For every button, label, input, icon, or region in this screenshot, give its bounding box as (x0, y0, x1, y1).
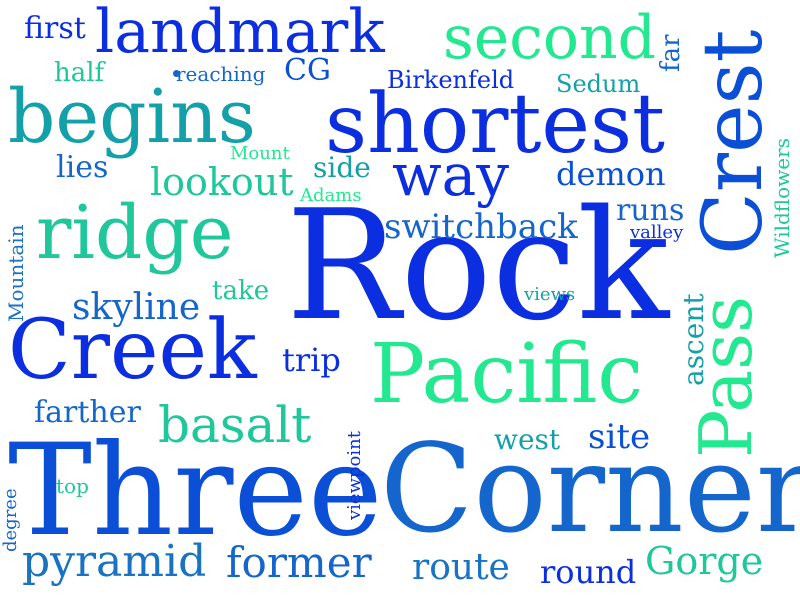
word-switchback: switchback (384, 207, 578, 247)
word-corner: Corner (380, 418, 800, 560)
word-far: far (656, 34, 686, 72)
word-ascent: ascent (677, 293, 710, 386)
word-round: round (540, 553, 637, 591)
word-top: top (56, 474, 89, 498)
word-basalt: basalt (158, 396, 312, 454)
word-site: site (588, 417, 651, 457)
word-three: Three (8, 417, 383, 564)
word-way: way (392, 141, 509, 209)
word-pacific: Pacific (370, 327, 644, 422)
word-west: west (494, 423, 561, 456)
word-landmark: landmark (95, 0, 385, 67)
word-mountain: Mountain (4, 224, 28, 322)
word-farther: farther (34, 395, 141, 430)
word-pyramid: pyramid (22, 536, 207, 587)
word-route: route (412, 547, 510, 588)
word-reaching: reaching (176, 62, 266, 86)
word-creek: Creek (8, 303, 257, 398)
dot-marker (173, 70, 180, 77)
word-lies: lies (56, 150, 109, 185)
word-birkenfeld: Birkenfeld (387, 66, 515, 94)
word-views: views (524, 284, 576, 305)
word-valley: valley (630, 222, 684, 243)
word-mount: Mount (230, 143, 290, 164)
word-former: former (226, 538, 372, 587)
word-sedum: Sedum (556, 70, 641, 98)
word-take: take (212, 276, 270, 306)
word-begins: begins (8, 74, 256, 160)
word-ridge: ridge (36, 190, 234, 276)
word-gorge: Gorge (645, 539, 764, 583)
word-runs: runs (616, 193, 685, 228)
word-half: half (54, 58, 105, 88)
word-viewpoint: viewpoint (344, 431, 365, 520)
word-side: side (313, 151, 371, 184)
word-rock: Rock (286, 177, 670, 354)
word-adams: Adams (300, 185, 362, 206)
word-shortest: shortest (325, 77, 665, 172)
word-trip: trip (282, 341, 341, 379)
word-cg: CG (284, 53, 331, 88)
word-crest: Crest (686, 29, 781, 256)
word-degree: degree (0, 488, 21, 552)
word-demon: demon (556, 155, 666, 193)
word-lookout: lookout (150, 160, 294, 204)
word-skyline: skyline (72, 287, 201, 328)
word-wildflowers: Wildflowers (770, 138, 794, 258)
word-second: second (443, 3, 657, 73)
word-first: first (24, 11, 86, 46)
